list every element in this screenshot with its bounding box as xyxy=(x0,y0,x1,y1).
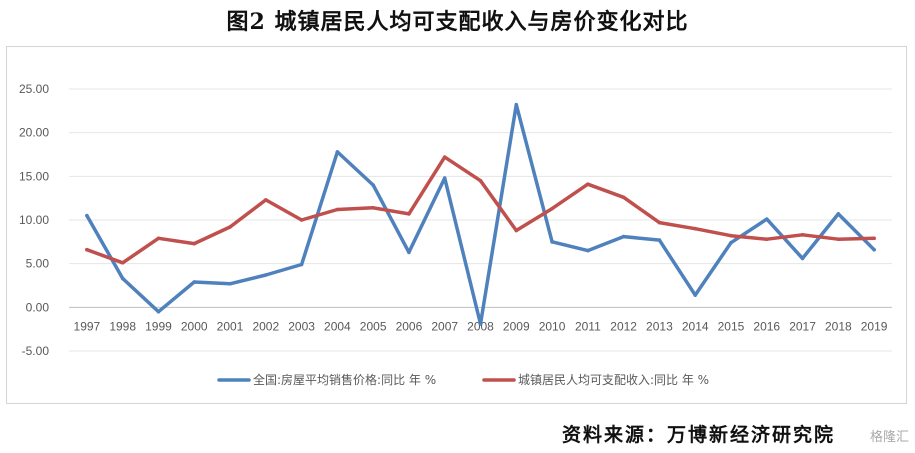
series-1-point xyxy=(657,238,662,242)
series-2-point xyxy=(192,241,197,246)
series-1-point xyxy=(442,176,447,180)
x-tick-label: 2011 xyxy=(575,319,601,333)
x-tick-label: 2013 xyxy=(646,319,673,333)
series-2-point xyxy=(120,260,125,265)
y-tick-label: 5.00 xyxy=(26,257,50,271)
series-2-point xyxy=(228,225,232,229)
series-2-point xyxy=(800,233,805,237)
x-tick-label: 2003 xyxy=(288,319,315,333)
x-tick-label: 1997 xyxy=(74,319,101,333)
series-1-point xyxy=(514,102,519,107)
x-tick-label: 2015 xyxy=(718,319,745,333)
watermark: 格隆汇 xyxy=(869,430,909,445)
series-1-point xyxy=(371,183,375,187)
y-tick-label: 0.00 xyxy=(26,300,50,314)
series-1-point xyxy=(156,309,161,314)
y-tick-label: -5.00 xyxy=(22,344,50,358)
series-2-point xyxy=(264,198,268,202)
x-tick-label: 2007 xyxy=(431,319,458,333)
series-1-point xyxy=(729,240,733,245)
x-tick-label: 2017 xyxy=(789,319,816,333)
series-1-point xyxy=(478,322,483,326)
series-1-point xyxy=(550,240,554,244)
x-tick-label: 2000 xyxy=(181,319,208,333)
series-1-point xyxy=(693,293,697,297)
series-2-point xyxy=(764,237,769,242)
x-axis-ticks: 1997 1998 1999 2000 2001 2002 2003 2004 2005 2006… xyxy=(74,319,888,333)
x-tick-label: 2008 xyxy=(467,319,494,333)
series-1-point xyxy=(85,213,89,218)
series-2-point xyxy=(85,247,89,252)
series-2-point xyxy=(514,228,519,233)
series-1-point xyxy=(872,247,876,252)
series-2-point xyxy=(872,236,876,241)
series-1-point xyxy=(586,248,590,253)
chart-frame: -5.00 0.00 5.00 10.00 15.00 20.00 25.00 1997 19… xyxy=(6,46,907,404)
series-2-point xyxy=(299,218,304,222)
series-1-point xyxy=(621,234,626,239)
series-2-point xyxy=(407,212,411,216)
legend-label-1: 全国:房屋平均销售价格:同比 年 % xyxy=(253,372,436,387)
series-2-point xyxy=(657,220,662,225)
series-2-point xyxy=(442,155,447,159)
figure-title: 图2 城镇居民人均可支配收入与房价变化对比 xyxy=(226,9,689,35)
y-tick-label: 10.00 xyxy=(19,213,49,227)
series-1-point xyxy=(192,280,197,284)
y-tick-label: 25.00 xyxy=(19,82,49,96)
x-tick-label: 2009 xyxy=(503,319,530,333)
series-1-point xyxy=(228,281,232,286)
series-1-point xyxy=(407,250,411,255)
x-tick-label: 2006 xyxy=(396,319,423,333)
x-tick-label: 1999 xyxy=(145,319,172,333)
series-layer xyxy=(85,102,876,326)
series-2-point xyxy=(156,236,161,241)
series-1-point xyxy=(299,262,304,267)
series-2-point xyxy=(621,195,626,200)
series-1-point xyxy=(800,256,805,261)
y-tick-label: 15.00 xyxy=(19,169,49,183)
series-2-point xyxy=(836,237,841,242)
series-2-point xyxy=(335,207,340,212)
series-2-point xyxy=(478,178,483,183)
x-tick-label: 2004 xyxy=(324,319,351,333)
x-tick-label: 2001 xyxy=(217,319,244,333)
legend: 全国:房屋平均销售价格:同比 年 % 城镇居民人均可支配收入:同比 年 % xyxy=(217,372,709,387)
series-1-point xyxy=(120,276,125,281)
series-2-point xyxy=(729,233,733,238)
series-2-point xyxy=(586,182,590,186)
x-tick-label: 2016 xyxy=(753,319,780,333)
source-note: 资料来源：万博新经济研究院 xyxy=(561,424,835,446)
series-1-point xyxy=(764,217,769,221)
legend-label-2: 城镇居民人均可支配收入:同比 年 % xyxy=(518,373,709,387)
series-2-point xyxy=(693,226,697,231)
x-tick-label: 2019 xyxy=(861,319,888,333)
x-tick-label: 2012 xyxy=(610,319,637,333)
x-tick-label: 1998 xyxy=(109,319,136,333)
y-axis-ticks: -5.00 0.00 5.00 10.00 15.00 20.00 25.00 xyxy=(19,82,49,358)
series-2-point xyxy=(550,206,554,211)
x-tick-label: 2014 xyxy=(682,319,709,333)
series-1-point xyxy=(264,273,268,277)
y-tick-label: 20.00 xyxy=(19,126,49,140)
grid-layer xyxy=(69,88,892,352)
series-line-2 xyxy=(85,155,876,265)
x-tick-label: 2005 xyxy=(360,319,387,333)
series-1-point xyxy=(335,150,340,154)
series-1-point xyxy=(836,212,841,216)
series-line-1 xyxy=(85,102,876,326)
x-tick-label: 2002 xyxy=(252,319,279,333)
x-tick-label: 2010 xyxy=(539,319,566,333)
x-tick-label: 2018 xyxy=(825,319,852,333)
series-2-point xyxy=(371,205,375,210)
